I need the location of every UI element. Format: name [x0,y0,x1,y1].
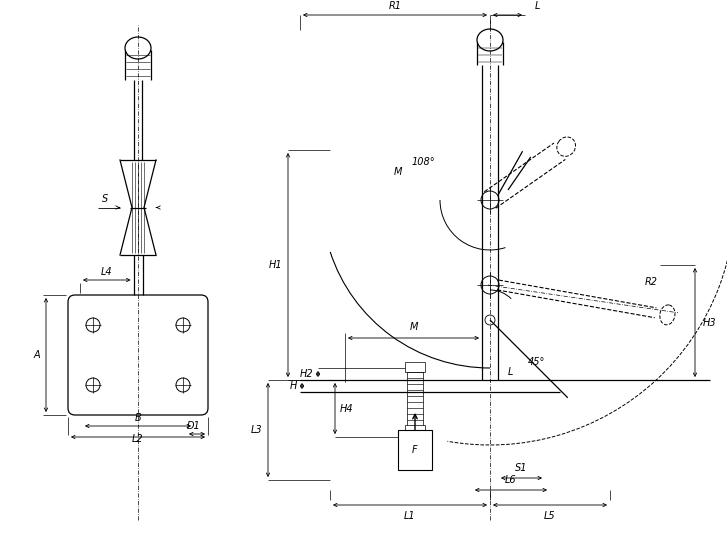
Text: F: F [412,445,418,455]
Text: M: M [394,167,402,177]
Text: L2: L2 [132,434,144,444]
Text: D1: D1 [187,421,201,431]
Text: L5: L5 [545,511,556,521]
Text: R1: R1 [388,1,401,11]
Text: H1: H1 [268,260,282,270]
Bar [405,425,425,435]
Text: L4: L4 [101,267,113,277]
Text: S: S [102,195,108,204]
Text: H4: H4 [340,404,353,413]
Text: L: L [535,1,540,11]
Bar [405,362,425,372]
Text: L1: L1 [404,511,416,521]
Text: A: A [33,350,40,360]
Text: L3: L3 [250,425,262,435]
Text: H: H [289,381,297,391]
Text: H2: H2 [300,369,313,379]
Text: S1: S1 [515,463,528,473]
Text: B: B [134,413,141,423]
Text: L: L [508,367,513,377]
Text: M: M [409,322,418,332]
Text: 45°: 45° [528,357,545,367]
Text: 108°: 108° [412,157,435,167]
FancyBboxPatch shape [68,295,208,415]
Text: R2: R2 [645,277,658,287]
Text: H3: H3 [703,318,717,327]
Text: L6: L6 [505,475,517,485]
